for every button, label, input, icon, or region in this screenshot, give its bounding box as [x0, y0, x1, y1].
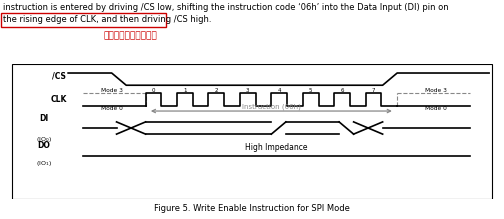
Text: Mode 0: Mode 0 — [101, 106, 122, 111]
Text: the rising edge of CLK, and then driving /CS high.: the rising edge of CLK, and then driving… — [3, 15, 212, 24]
Text: 5: 5 — [309, 88, 312, 93]
Text: Mode 0: Mode 0 — [425, 106, 447, 111]
Text: Mode 3: Mode 3 — [425, 88, 447, 93]
Text: (IO$_1$): (IO$_1$) — [36, 159, 52, 168]
Text: 3: 3 — [246, 88, 249, 93]
Text: Mode 3: Mode 3 — [101, 88, 122, 93]
Text: 7: 7 — [372, 88, 375, 93]
Text: 1: 1 — [183, 88, 186, 93]
Text: High Impedance: High Impedance — [245, 143, 307, 152]
Text: 6: 6 — [340, 88, 344, 93]
Bar — [1, 13, 166, 27]
Text: Instruction (06h): Instruction (06h) — [242, 104, 301, 111]
Text: /CS: /CS — [51, 72, 66, 81]
Text: 0: 0 — [152, 88, 155, 93]
Text: (IO$_0$): (IO$_0$) — [36, 135, 52, 144]
Text: 2: 2 — [215, 88, 218, 93]
Text: Figure 5. Write Enable Instruction for SPI Mode: Figure 5. Write Enable Instruction for S… — [154, 203, 350, 213]
Text: 4: 4 — [278, 88, 281, 93]
Text: instruction is entered by driving /CS low, shifting the instruction code ‘06h’ i: instruction is entered by driving /CS lo… — [3, 3, 449, 12]
Text: 注意这里是时钟上升沿: 注意这里是时钟上升沿 — [103, 31, 157, 40]
Text: DO: DO — [37, 141, 50, 150]
Text: DI: DI — [39, 114, 48, 123]
Text: CLK: CLK — [50, 95, 67, 104]
